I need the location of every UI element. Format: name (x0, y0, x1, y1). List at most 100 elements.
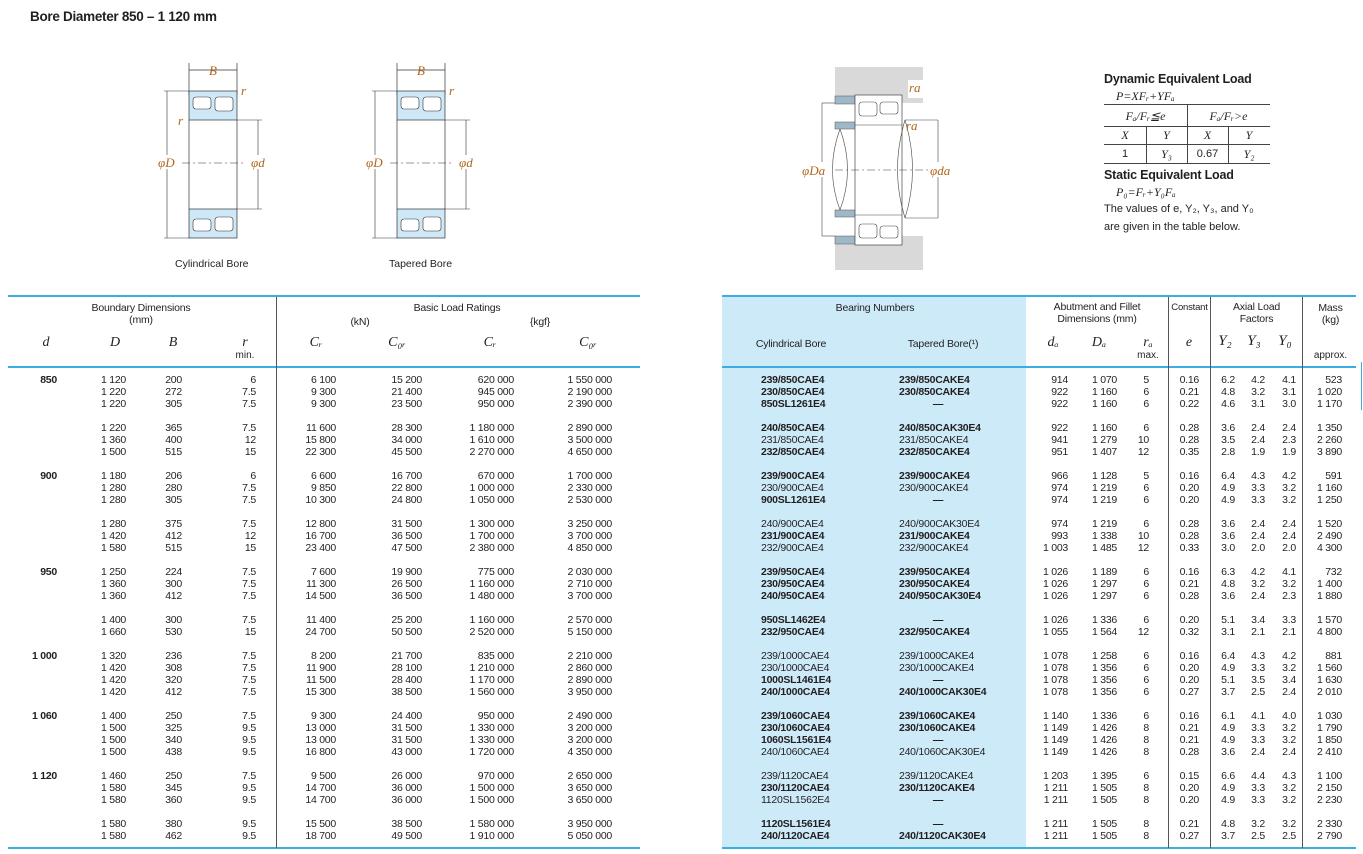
cell-d: 1 420 (100, 662, 126, 674)
cell-da: 951 (1051, 446, 1068, 458)
cell-y3: 2.5 (1251, 686, 1265, 698)
cell-e: 0.20 (1179, 794, 1200, 806)
cell-da: 1 078 (1042, 662, 1068, 674)
cell-mass: 732 (1325, 566, 1342, 578)
cylindrical-bore-number: 230/1000CAE4 (761, 662, 830, 674)
cell-c0r: 36 000 (391, 794, 422, 806)
cell-y3: 3.3 (1251, 494, 1265, 506)
cell-ra: 6 (1143, 566, 1149, 578)
cell-y0: 3.2 (1282, 494, 1296, 506)
cell-cr-kgf: 1 210 000 (469, 662, 515, 674)
cell-d: 1 360 (100, 590, 126, 602)
cell-d: 1 400 (100, 614, 126, 626)
cell-e: 0.20 (1179, 674, 1200, 686)
cell-da: 1 149 (1042, 746, 1068, 758)
axial-load-header-2: Factors (1239, 313, 1274, 325)
cell-da: 1 149 (1042, 722, 1068, 734)
cell-r: 9.5 (242, 782, 256, 794)
cell-y2: 3.6 (1221, 518, 1235, 530)
cell-y0: 2.3 (1282, 590, 1296, 602)
tapered-bore-number: 240/1120CAK30E4 (899, 830, 986, 842)
axial-load-header: Axial Load (1232, 301, 1281, 313)
cell-da: 974 (1051, 494, 1068, 506)
cell-c0r-kgf: 1 550 000 (567, 374, 613, 386)
cell-r: 7.5 (242, 650, 256, 662)
cell-da: 1 356 (1091, 686, 1117, 698)
cell-ra: 8 (1143, 746, 1149, 758)
tapered-bore-number: 240/850CAK30E4 (899, 422, 981, 434)
cell-cr-kgf: 1 330 000 (469, 722, 515, 734)
cell-y2: 4.8 (1221, 818, 1235, 830)
cell-da: 1 189 (1091, 566, 1117, 578)
cell-da: 1 078 (1042, 674, 1068, 686)
cell-e: 0.16 (1179, 650, 1200, 662)
y-header: Y (1245, 128, 1253, 142)
cell-r: 7.5 (242, 386, 256, 398)
cell-r: 7.5 (242, 770, 256, 782)
cell-r: 7.5 (242, 494, 256, 506)
cell-r: 6 (250, 374, 256, 386)
x-header: X (1203, 128, 1212, 142)
cell-cr: 9 300 (310, 710, 336, 722)
cell-cr-kgf: 1 560 000 (469, 686, 515, 698)
cell-cr-kgf: 1 580 000 (469, 818, 515, 830)
cell-y0: 4.0 (1282, 710, 1296, 722)
cell-y3: 4.2 (1251, 566, 1265, 578)
cell-da: 1 505 (1091, 818, 1117, 830)
cell-c0r-kgf: 3 700 000 (567, 530, 613, 542)
cell-e: 0.16 (1179, 374, 1200, 386)
col-Y2: Y₂ (1218, 333, 1232, 349)
cell-cr-kgf: 775 000 (477, 566, 514, 578)
width-label: B (417, 63, 425, 78)
cell-b: 300 (165, 614, 182, 626)
cell-r: 7.5 (242, 578, 256, 590)
col-Cr-kgf: Cᵣ (483, 335, 497, 350)
cell-c0r: 28 300 (391, 422, 422, 434)
cylindrical-bore-number: 239/850CAE4 (761, 374, 825, 386)
cell-y3: 2.4 (1251, 434, 1265, 446)
constant-header: Constant (1171, 302, 1208, 313)
cell-cr-kgf: 1 480 000 (469, 590, 515, 602)
cell-c0r: 24 400 (391, 710, 422, 722)
cell-mass: 2 490 (1316, 530, 1342, 542)
cell-d: 1 580 (100, 830, 126, 842)
cell-ra: 6 (1143, 482, 1149, 494)
cell-c0r: 43 000 (391, 746, 422, 758)
cell-y3: 4.3 (1251, 470, 1265, 482)
cell-d: 1 500 (100, 446, 126, 458)
cell-b: 345 (165, 782, 182, 794)
cell-e: 0.20 (1179, 782, 1200, 794)
cell-y0: 2.4 (1282, 518, 1296, 530)
cell-c0r-kgf: 2 530 000 (567, 494, 613, 506)
cell-cr: 6 100 (310, 374, 336, 386)
cell-y0: 2.1 (1282, 626, 1296, 638)
cell-d: 1 400 (100, 710, 126, 722)
tapered-bore-number: 230/1060CAKE4 (899, 722, 976, 734)
cell-r: 6 (250, 470, 256, 482)
condition-1: Fₐ/Fᵣ≦e (1125, 109, 1166, 123)
cell-cr: 11 400 (306, 614, 336, 626)
cell-r: 7.5 (242, 674, 256, 686)
tapered-bore-number: — (932, 734, 944, 746)
cell-c0r: 47 500 (391, 542, 422, 554)
cell-e: 0.27 (1179, 686, 1200, 698)
tapered-bore-number: 239/1000CAKE4 (899, 650, 974, 662)
cell-y3: 3.3 (1251, 482, 1265, 494)
cell-y0: 3.2 (1282, 482, 1296, 494)
cell-da: 1 338 (1091, 530, 1117, 542)
cell-r: 9.5 (242, 818, 256, 830)
cell-da: 1 219 (1091, 482, 1117, 494)
cell-r: 7.5 (242, 686, 256, 698)
cell-e: 0.28 (1179, 422, 1200, 434)
cell-e: 0.16 (1179, 710, 1200, 722)
cell-y0: 3.3 (1282, 614, 1296, 626)
cell-y0: 1.9 (1282, 446, 1296, 458)
col-cylindrical-bore: Cylindrical Bore (755, 338, 827, 350)
tapered-bore-number: 240/950CAK30E4 (899, 590, 981, 602)
cell-y0: 3.2 (1282, 578, 1296, 590)
cell-mass: 1 160 (1316, 482, 1342, 494)
cell-da: 1 211 (1043, 818, 1069, 830)
cell-c0r-kgf: 3 700 000 (567, 590, 613, 602)
col-ra-max: max. (1137, 350, 1159, 361)
cell-r: 9.5 (242, 734, 256, 746)
